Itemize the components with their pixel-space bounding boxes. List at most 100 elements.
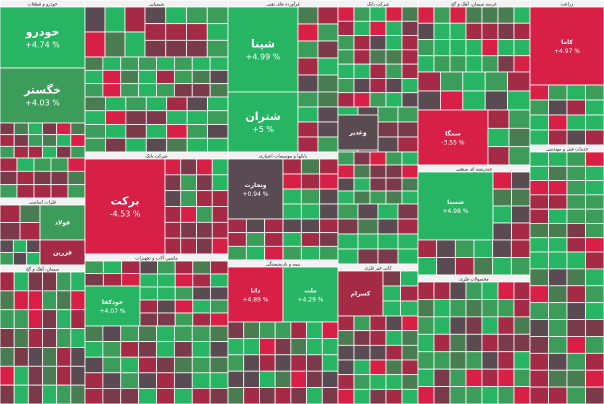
treemap-cell[interactable] (385, 151, 403, 166)
treemap-cell[interactable] (449, 368, 467, 387)
treemap-cell[interactable] (321, 387, 339, 404)
treemap-cell[interactable] (465, 299, 483, 318)
treemap-cell[interactable] (377, 121, 399, 138)
treemap-cell[interactable] (417, 386, 435, 404)
treemap-cell[interactable] (337, 388, 355, 404)
treemap-cell[interactable] (492, 205, 512, 224)
treemap-cell[interactable] (417, 351, 435, 370)
treemap-cell[interactable] (42, 309, 58, 329)
treemap-cell[interactable] (449, 386, 467, 404)
treemap-cell[interactable] (290, 354, 307, 372)
stock-tile[interactable] (0, 6, 86, 69)
treemap-cell[interactable] (209, 387, 229, 404)
treemap-cell[interactable] (357, 203, 379, 220)
stock-tile[interactable] (417, 109, 489, 166)
treemap-cell[interactable] (529, 99, 549, 116)
treemap-cell[interactable] (385, 6, 403, 22)
treemap-cell[interactable] (26, 239, 41, 253)
treemap-cell[interactable] (449, 351, 467, 370)
treemap-cell[interactable] (211, 158, 229, 176)
treemap-cell[interactable] (144, 6, 167, 25)
treemap-cell[interactable] (120, 56, 140, 71)
treemap-cell[interactable] (401, 359, 419, 376)
treemap-cell[interactable] (264, 245, 284, 261)
treemap-cell[interactable] (513, 55, 531, 73)
treemap-cell[interactable] (227, 354, 245, 372)
treemap-cell[interactable] (138, 83, 157, 98)
treemap-cell[interactable] (156, 83, 175, 98)
treemap-cell[interactable] (105, 137, 127, 153)
treemap-cell[interactable] (56, 328, 72, 348)
treemap-cell[interactable] (433, 39, 451, 57)
treemap-cell[interactable] (124, 6, 146, 33)
treemap-cell[interactable] (492, 239, 512, 258)
treemap-cell[interactable] (16, 184, 35, 199)
treemap-cell[interactable] (369, 35, 387, 51)
treemap-cell[interactable] (337, 248, 359, 265)
treemap-cell[interactable] (585, 223, 604, 239)
treemap-cell[interactable] (300, 245, 321, 261)
treemap-cell[interactable] (397, 233, 419, 250)
treemap-cell[interactable] (180, 190, 197, 207)
treemap-cell[interactable] (164, 221, 182, 239)
treemap-cell[interactable] (0, 239, 14, 253)
treemap-cell[interactable] (27, 122, 43, 136)
treemap-cell[interactable] (297, 106, 319, 123)
treemap-cell[interactable] (433, 281, 451, 300)
treemap-cell[interactable] (192, 260, 211, 275)
treemap-cell[interactable] (353, 388, 371, 404)
treemap-cell[interactable] (84, 69, 104, 85)
treemap-cell[interactable] (585, 208, 604, 224)
treemap-cell[interactable] (397, 136, 419, 153)
treemap-cell[interactable] (449, 39, 467, 57)
treemap-cell[interactable] (462, 71, 486, 92)
treemap-cell[interactable] (306, 321, 323, 339)
treemap-cell[interactable] (319, 232, 339, 247)
treemap-cell[interactable] (0, 347, 15, 367)
treemap-cell[interactable] (511, 205, 531, 224)
treemap-cell[interactable] (245, 232, 266, 247)
treemap-cell[interactable] (566, 251, 586, 270)
treemap-cell[interactable] (397, 218, 419, 235)
treemap-cell[interactable] (209, 312, 229, 327)
treemap-cell[interactable] (401, 49, 419, 65)
treemap-cell[interactable] (513, 333, 531, 353)
treemap-cell[interactable] (585, 99, 604, 116)
treemap-cell[interactable] (156, 69, 175, 85)
treemap-cell[interactable] (84, 273, 104, 287)
treemap-cell[interactable] (13, 328, 29, 348)
treemap-cell[interactable] (211, 190, 229, 207)
treemap-cell[interactable] (191, 83, 211, 98)
treemap-cell[interactable] (417, 368, 435, 387)
treemap-cell[interactable] (353, 330, 371, 346)
treemap-cell[interactable] (508, 127, 531, 148)
treemap-cell[interactable] (357, 248, 379, 265)
treemap-cell[interactable] (157, 260, 176, 275)
treemap-cell[interactable] (377, 233, 399, 250)
treemap-cell[interactable] (548, 180, 568, 196)
treemap-cell[interactable] (529, 336, 549, 354)
treemap-cell[interactable] (243, 387, 260, 404)
treemap-cell[interactable] (156, 356, 175, 374)
treemap-cell[interactable] (227, 321, 245, 339)
treemap-cell[interactable] (84, 325, 104, 343)
treemap-cell[interactable] (26, 252, 41, 266)
treemap-cell[interactable] (0, 252, 14, 266)
treemap-cell[interactable] (337, 359, 355, 376)
treemap-cell[interactable] (209, 273, 229, 288)
treemap-cell[interactable] (156, 56, 175, 71)
treemap-cell[interactable] (196, 237, 213, 255)
treemap-cell[interactable] (417, 281, 435, 300)
treemap-cell[interactable] (166, 96, 188, 112)
treemap-cell[interactable] (385, 92, 403, 108)
treemap-cell[interactable] (369, 190, 387, 205)
treemap-cell[interactable] (12, 252, 28, 266)
treemap-cell[interactable] (513, 368, 531, 387)
treemap-cell[interactable] (585, 165, 604, 181)
treemap-cell[interactable] (513, 6, 531, 24)
treemap-cell[interactable] (259, 370, 276, 389)
treemap-cell[interactable] (282, 218, 302, 234)
treemap-cell[interactable] (120, 325, 140, 343)
treemap-cell[interactable] (585, 114, 604, 131)
treemap-cell[interactable] (297, 57, 319, 76)
